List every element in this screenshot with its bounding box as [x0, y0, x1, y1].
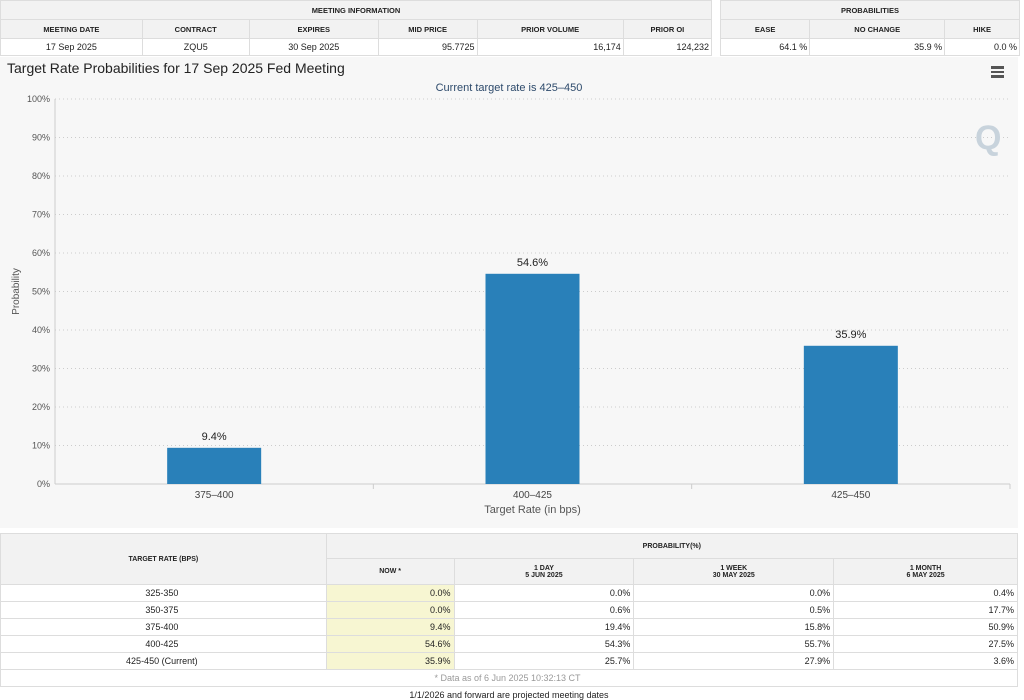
column-header-line1: NOW * — [379, 568, 401, 575]
probability-cell: 0.6% — [453, 601, 635, 619]
y-axis-title: Probability — [11, 268, 22, 315]
meeting-info-value: 17 Sep 2025 — [0, 38, 143, 56]
meeting-info-table: MEETING INFORMATION MEETING DATE CONTRACT… — [0, 0, 713, 56]
probability-cell: 25.7% — [453, 652, 635, 670]
y-tick-label: 80% — [32, 171, 50, 181]
probability-cell: 9.4% — [325, 618, 455, 636]
meeting-info-value: 124,232 — [622, 38, 713, 56]
column-header-line2: 5 JUN 2025 — [525, 571, 563, 579]
bar — [803, 345, 898, 484]
meeting-info-value: 95.7725 — [377, 38, 478, 56]
x-tick-label: 425–450 — [831, 490, 870, 501]
column-header-line1: 1 DAY — [533, 564, 554, 572]
chart-title: Target Rate Probabilities for 17 Sep 202… — [7, 60, 345, 76]
table-row: 400-425 54.6% 54.3% 55.7% 27.5% — [0, 635, 1018, 653]
probability-cell: 27.5% — [833, 635, 1018, 653]
probability-cell: 54.3% — [453, 635, 635, 653]
y-tick-label: 90% — [32, 133, 50, 143]
probabilities-table: PROBABILITIES EASE NO CHANGE HIKE 64.1 % 35.… — [719, 0, 1020, 56]
probability-cell: 0.0% — [453, 584, 635, 602]
probability-value: 64.1 % — [719, 38, 811, 56]
probability-header: HIKE — [944, 19, 1020, 39]
meeting-info-header: MEETING DATE — [0, 19, 143, 39]
probability-cell: 0.0% — [325, 584, 455, 602]
y-tick-label: 100% — [27, 94, 50, 104]
prob-header: PROBABILITY(%) — [325, 533, 1019, 559]
x-tick-label: 375–400 — [195, 490, 234, 501]
probability-cell: 17.7% — [833, 601, 1018, 619]
y-tick-label: 0% — [37, 479, 50, 489]
rate-cell: 425-450 (Current) — [0, 652, 327, 670]
meeting-info-title: MEETING INFORMATION — [0, 0, 712, 20]
y-tick-label: 70% — [32, 210, 50, 220]
probability-cell: 50.9% — [833, 618, 1018, 636]
column-header-line2: 30 MAY 2025 — [712, 571, 755, 579]
probability-cell: 3.6% — [833, 652, 1018, 670]
probability-cell: 54.6% — [325, 635, 455, 653]
bar — [485, 273, 580, 484]
rate-cell: 400-425 — [0, 635, 327, 653]
data-label: 54.6% — [517, 257, 548, 269]
probability-cell: 55.7% — [633, 635, 835, 653]
data-label: 35.9% — [835, 329, 866, 341]
column-header: NOW * — [325, 558, 455, 585]
meeting-info-header: MID PRICE — [377, 19, 478, 39]
column-header-line1: 1 MONTH — [909, 564, 942, 572]
probability-cell: 0.5% — [633, 601, 835, 619]
data-label: 9.4% — [202, 431, 227, 443]
watermark-q-logo: Q — [975, 119, 1001, 157]
y-tick-label: 20% — [32, 402, 50, 412]
column-header: 1 DAY 5 JUN 2025 — [453, 558, 635, 585]
y-tick-label: 50% — [32, 287, 50, 297]
y-tick-label: 30% — [32, 364, 50, 374]
table-row: 425-450 (Current) 35.9% 25.7% 27.9% 3.6% — [0, 652, 1018, 670]
rate-cell: 375-400 — [0, 618, 327, 636]
meeting-info-header: PRIOR OI — [622, 19, 713, 39]
y-tick-label: 60% — [32, 248, 50, 258]
rate-cell: 325-350 — [0, 584, 327, 602]
probability-cell: 0.0% — [325, 601, 455, 619]
table-row: 350-375 0.0% 0.6% 0.5% 17.7% — [0, 601, 1018, 619]
probability-cell: 35.9% — [325, 652, 455, 670]
probability-value: 0.0 % — [944, 38, 1020, 56]
probability-cell: 0.4% — [833, 584, 1018, 602]
column-header-line2: 6 MAY 2025 — [906, 571, 945, 579]
meeting-info-header: CONTRACT — [141, 19, 250, 39]
chart-subtitle: Current target rate is 425–450 — [435, 82, 583, 94]
footer-note: 1/1/2026 and forward are projected meeti… — [409, 690, 609, 700]
x-tick-label: 400–425 — [513, 490, 552, 501]
probability-table: TARGET RATE (BPS) PROBABILITY(%) NOW * 1 … — [0, 533, 1019, 687]
meeting-info-header: EXPIRES — [248, 19, 379, 39]
column-header: 1 MONTH 6 MAY 2025 — [833, 558, 1018, 585]
probability-header: EASE — [719, 19, 811, 39]
probability-cell: 19.4% — [453, 618, 635, 636]
table-row: 325-350 0.0% 0.0% 0.0% 0.4% — [0, 584, 1018, 602]
data-note: * Data as of 6 Jun 2025 10:32:13 CT — [0, 669, 1018, 687]
table-row: 375-400 9.4% 19.4% 15.8% 50.9% — [0, 618, 1018, 636]
chart-menu-icon[interactable] — [991, 66, 1004, 80]
meeting-info-value: ZQU5 — [141, 38, 250, 56]
probabilities-title: PROBABILITIES — [720, 0, 1020, 20]
probability-cell: 15.8% — [633, 618, 835, 636]
column-header-line1: 1 WEEK — [720, 564, 748, 572]
bar — [167, 447, 262, 484]
probability-cell: 0.0% — [633, 584, 835, 602]
meeting-info-value: 30 Sep 2025 — [248, 38, 379, 56]
rate-cell: 350-375 — [0, 601, 327, 619]
column-header: 1 WEEK 30 MAY 2025 — [633, 558, 835, 585]
y-tick-label: 40% — [32, 325, 50, 335]
probability-cell: 27.9% — [633, 652, 835, 670]
probability-value: 35.9 % — [809, 38, 946, 56]
probability-header: NO CHANGE — [809, 19, 946, 39]
meeting-info-value: 16,174 — [476, 38, 624, 56]
bar-chart: 0% 10% 20% 30% 40% 50% 60% 70% 80% 90% 100% 9.4% 375… — [11, 94, 1011, 516]
rate-header: TARGET RATE (BPS) — [0, 533, 327, 585]
x-axis-title: Target Rate (in bps) — [484, 504, 581, 516]
meeting-info-header: PRIOR VOLUME — [476, 19, 624, 39]
y-tick-label: 10% — [32, 441, 50, 451]
